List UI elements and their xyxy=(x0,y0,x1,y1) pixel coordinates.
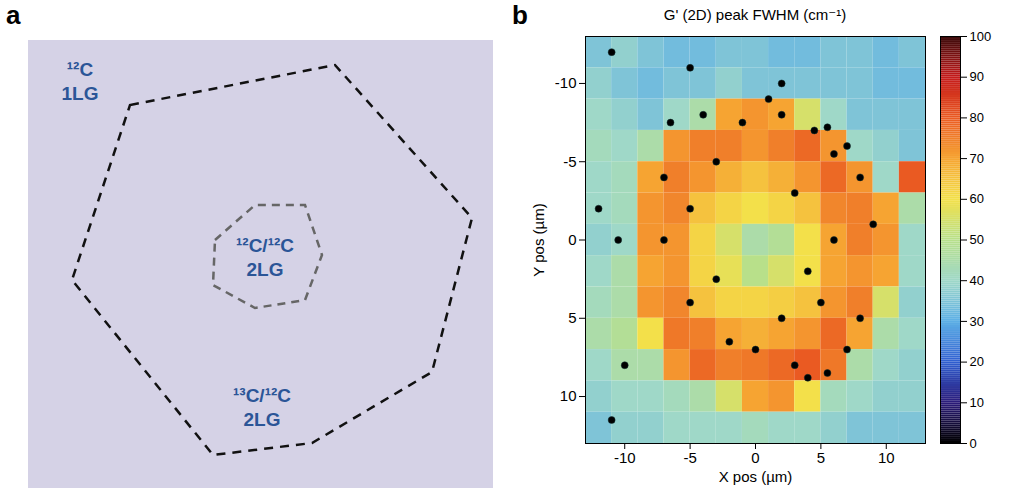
svg-text:-5: -5 xyxy=(563,153,576,170)
svg-text:50: 50 xyxy=(970,232,984,247)
svg-text:-10: -10 xyxy=(614,449,636,466)
svg-text:¹³C/¹²C2LG: ¹³C/¹²C2LG xyxy=(233,385,291,430)
svg-text:5: 5 xyxy=(817,449,825,466)
svg-text:80: 80 xyxy=(970,110,984,125)
svg-text:X pos (µm): X pos (µm) xyxy=(719,468,793,485)
svg-text:30: 30 xyxy=(970,314,984,329)
svg-text:60: 60 xyxy=(970,191,984,206)
svg-text:5: 5 xyxy=(568,309,576,326)
svg-text:90: 90 xyxy=(970,69,984,84)
svg-text:0: 0 xyxy=(970,436,977,451)
svg-text:¹²C/¹²C2LG: ¹²C/¹²C2LG xyxy=(236,235,294,280)
svg-text:100: 100 xyxy=(970,29,992,44)
html-text:b: b xyxy=(512,0,528,30)
svg-text:10: 10 xyxy=(878,449,895,466)
html-text:G' (2D) peak FWHM (cm⁻¹): G' (2D) peak FWHM (cm⁻¹) xyxy=(663,6,847,23)
svg-text:10: 10 xyxy=(560,387,577,404)
svg-text:20: 20 xyxy=(970,354,984,369)
svg-text:0: 0 xyxy=(568,231,576,248)
svg-text:Y pos (µm): Y pos (µm) xyxy=(530,203,547,276)
svg-text:0: 0 xyxy=(751,449,759,466)
svg-text:40: 40 xyxy=(970,273,984,288)
svg-text:10: 10 xyxy=(970,395,984,410)
svg-text:-5: -5 xyxy=(683,449,696,466)
svg-text:-10: -10 xyxy=(555,74,577,91)
svg-text:¹²C1LG: ¹²C1LG xyxy=(62,59,99,104)
svg-text:70: 70 xyxy=(970,151,984,166)
svg-text:a: a xyxy=(6,0,21,30)
